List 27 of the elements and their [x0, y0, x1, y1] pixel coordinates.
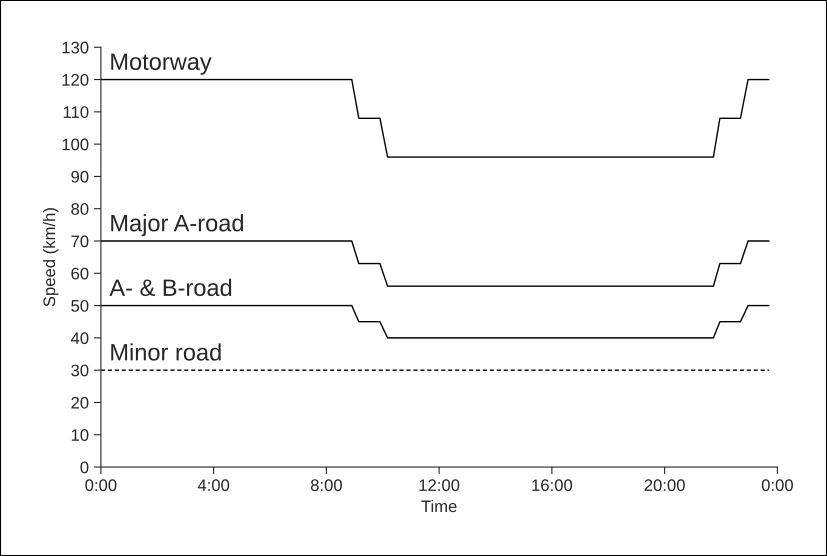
y-tick-label: 130	[62, 42, 88, 54]
y-tick-label: 110	[64, 106, 88, 118]
x-tick-label: 0:00	[85, 479, 116, 492]
y-tick-label: 120	[62, 74, 88, 86]
series-label: Motorway	[111, 54, 212, 75]
y-tick-label: 80	[71, 203, 88, 215]
x-tick-label: 12:00	[420, 479, 460, 492]
y-axis-title: Speed (km/h)	[42, 208, 59, 306]
y-tick-label: 10	[72, 429, 88, 441]
x-tick-label: 16:00	[532, 479, 572, 492]
x-tick-label: 0:00	[762, 479, 793, 492]
series-label: A- & B-road	[109, 278, 232, 296]
y-tick-label: 70	[71, 235, 88, 248]
x-axis-title: Time	[421, 500, 457, 512]
x-tick-label: 20:00	[644, 479, 685, 492]
y-tick-label: 20	[71, 396, 88, 409]
y-tick-label: 30	[71, 364, 88, 376]
y-tick-label: 100	[62, 138, 88, 150]
y-tick-label: 60	[71, 268, 88, 280]
series-label: Minor road	[111, 343, 221, 361]
y-tick-label: 0	[80, 461, 88, 474]
series-label: Major A-road	[111, 214, 243, 236]
y-tick-label: 40	[70, 332, 88, 344]
x-tick-label: 4:00	[198, 479, 230, 492]
y-tick-label: 50	[71, 300, 88, 312]
x-tick-label: 8:00	[310, 479, 342, 492]
y-tick-label: 90	[71, 170, 88, 183]
